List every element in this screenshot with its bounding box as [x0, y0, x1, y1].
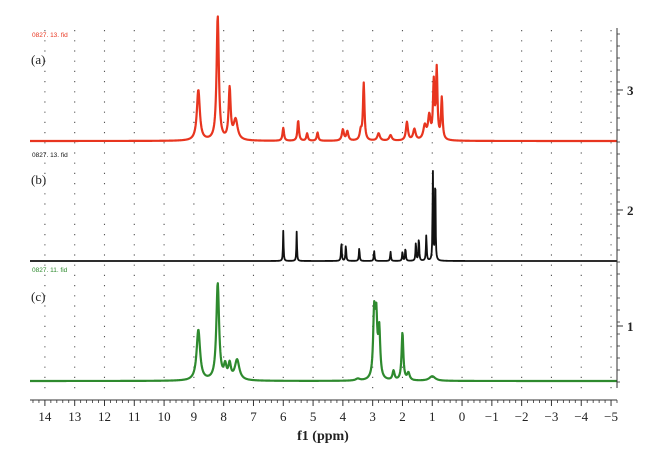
spectrum-line-b: [29, 169, 618, 262]
x-tick-label: 1: [429, 409, 436, 424]
panel-label-c: (c): [31, 289, 45, 304]
spectrum-line-c: [29, 282, 618, 383]
grid-lines: [44, 30, 612, 392]
panel-labels: 0827. 13. fid (a) 0827. 13. fid (b) 0827…: [31, 32, 68, 304]
x-tick-label: 14: [38, 409, 52, 424]
x-tick-label: −2: [515, 409, 529, 424]
x-tick-label: 2: [399, 409, 406, 424]
x-tick-label: −5: [604, 409, 618, 424]
x-tick-label: 0: [459, 409, 466, 424]
x-tick-label: 4: [340, 409, 347, 424]
x-tick-label: −1: [485, 409, 499, 424]
x-tick-label: −3: [545, 409, 559, 424]
stack-axis: 3 2 1: [616, 28, 634, 388]
x-tick-label: 8: [220, 409, 227, 424]
x-tick-label: 9: [191, 409, 198, 424]
stack-axis-label: 2: [627, 203, 634, 218]
x-tick-label: 6: [280, 409, 287, 424]
x-axis: 14 13 12 11 10 9 8 7 6 5 4 3 2 1 0 −1 −2 −3 −4 −5: [30, 399, 618, 424]
x-tick-label: 3: [369, 409, 376, 424]
x-tick-label: 5: [310, 409, 317, 424]
file-label-c: 0827. 11. fid: [32, 267, 68, 274]
x-tick-label: 10: [158, 409, 171, 424]
panel-label-a: (a): [31, 52, 45, 67]
file-label-a: 0827. 13. fid: [32, 32, 68, 39]
stack-axis-label: 3: [627, 83, 634, 98]
x-tick-label: −4: [574, 409, 588, 424]
x-tick-label: 13: [68, 409, 81, 424]
spectrum-line-a: [29, 15, 618, 143]
x-tick-label: 7: [250, 409, 257, 424]
spectra: [29, 15, 618, 383]
x-tick-label: 11: [128, 409, 141, 424]
x-axis-title: f1 (ppm): [297, 429, 349, 444]
stack-axis-label: 1: [627, 319, 634, 334]
file-label-b: 0827. 13. fid: [32, 152, 68, 159]
x-tick-label: 12: [98, 409, 111, 424]
panel-label-b: (b): [31, 172, 46, 187]
